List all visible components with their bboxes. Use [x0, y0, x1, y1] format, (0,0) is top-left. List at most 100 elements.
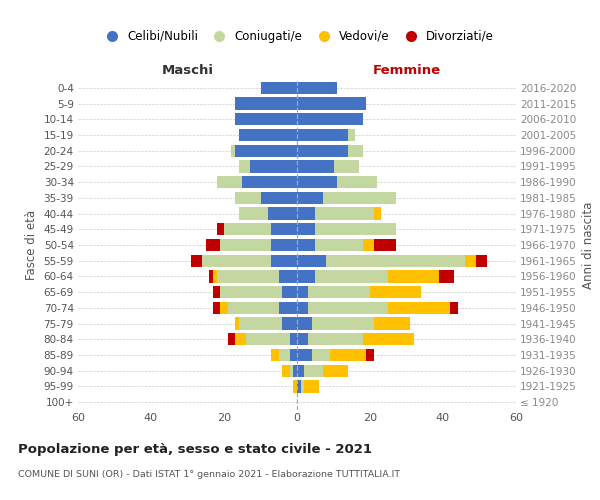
Bar	[235, 192, 260, 204]
Bar	[290, 333, 297, 345]
Bar	[297, 380, 301, 392]
Bar	[439, 270, 454, 282]
Bar	[283, 364, 290, 377]
Bar	[297, 254, 326, 267]
Bar	[271, 349, 279, 361]
Bar	[297, 82, 337, 94]
Bar	[323, 364, 348, 377]
Bar	[206, 239, 220, 251]
Bar	[334, 160, 359, 172]
Bar	[232, 144, 235, 157]
Bar	[374, 208, 381, 220]
Bar	[465, 254, 476, 267]
Bar	[315, 270, 388, 282]
Bar	[217, 270, 279, 282]
Bar	[297, 176, 337, 188]
Bar	[315, 239, 363, 251]
Bar	[250, 160, 297, 172]
Bar	[363, 333, 414, 345]
Text: COMUNE DI SUNI (OR) - Dati ISTAT 1° gennaio 2021 - Elaborazione TUTTITALIA.IT: COMUNE DI SUNI (OR) - Dati ISTAT 1° genn…	[18, 470, 400, 479]
Bar	[217, 223, 224, 235]
Bar	[290, 364, 293, 377]
Bar	[213, 270, 217, 282]
Bar	[227, 302, 279, 314]
Bar	[297, 223, 315, 235]
Bar	[220, 239, 271, 251]
Bar	[304, 364, 323, 377]
Bar	[297, 349, 311, 361]
Bar	[326, 254, 465, 267]
Bar	[246, 333, 290, 345]
Bar	[297, 318, 311, 330]
Bar	[304, 380, 319, 392]
Bar	[308, 302, 388, 314]
Bar	[337, 176, 377, 188]
Bar	[297, 208, 315, 220]
Bar	[239, 129, 297, 141]
Bar	[311, 349, 330, 361]
Bar	[293, 380, 297, 392]
Bar	[388, 270, 439, 282]
Bar	[279, 270, 297, 282]
Bar	[308, 333, 363, 345]
Bar	[242, 176, 297, 188]
Bar	[235, 98, 297, 110]
Bar	[239, 318, 283, 330]
Bar	[297, 302, 308, 314]
Bar	[283, 318, 297, 330]
Bar	[297, 113, 363, 126]
Bar	[235, 333, 246, 345]
Bar	[348, 129, 355, 141]
Bar	[315, 223, 395, 235]
Text: Maschi: Maschi	[161, 64, 214, 77]
Bar	[260, 82, 297, 94]
Bar	[239, 160, 250, 172]
Bar	[279, 349, 290, 361]
Bar	[268, 208, 297, 220]
Bar	[202, 254, 271, 267]
Bar	[191, 254, 202, 267]
Bar	[227, 333, 235, 345]
Bar	[374, 239, 395, 251]
Bar	[297, 160, 334, 172]
Bar	[260, 192, 297, 204]
Bar	[311, 318, 374, 330]
Bar	[235, 318, 239, 330]
Bar	[297, 364, 304, 377]
Bar	[239, 208, 268, 220]
Bar	[308, 286, 370, 298]
Bar	[213, 286, 220, 298]
Bar	[476, 254, 487, 267]
Bar	[315, 208, 374, 220]
Bar	[297, 129, 348, 141]
Bar	[323, 192, 395, 204]
Bar	[271, 223, 297, 235]
Bar	[209, 270, 213, 282]
Bar	[217, 176, 242, 188]
Bar	[363, 239, 374, 251]
Bar	[297, 239, 315, 251]
Bar	[235, 113, 297, 126]
Text: Popolazione per età, sesso e stato civile - 2021: Popolazione per età, sesso e stato civil…	[18, 442, 372, 456]
Bar	[301, 380, 304, 392]
Text: Femmine: Femmine	[373, 64, 440, 77]
Bar	[374, 318, 410, 330]
Bar	[297, 333, 308, 345]
Bar	[213, 302, 220, 314]
Bar	[235, 144, 297, 157]
Bar	[297, 192, 323, 204]
Bar	[297, 98, 367, 110]
Bar	[293, 364, 297, 377]
Bar	[297, 144, 348, 157]
Bar	[297, 270, 315, 282]
Y-axis label: Anni di nascita: Anni di nascita	[583, 202, 595, 288]
Bar	[370, 286, 421, 298]
Bar	[388, 302, 451, 314]
Legend: Celibi/Nubili, Coniugati/e, Vedovi/e, Divorziati/e: Celibi/Nubili, Coniugati/e, Vedovi/e, Di…	[95, 26, 499, 48]
Bar	[297, 286, 308, 298]
Bar	[220, 286, 283, 298]
Bar	[271, 239, 297, 251]
Bar	[451, 302, 458, 314]
Bar	[220, 302, 227, 314]
Bar	[283, 286, 297, 298]
